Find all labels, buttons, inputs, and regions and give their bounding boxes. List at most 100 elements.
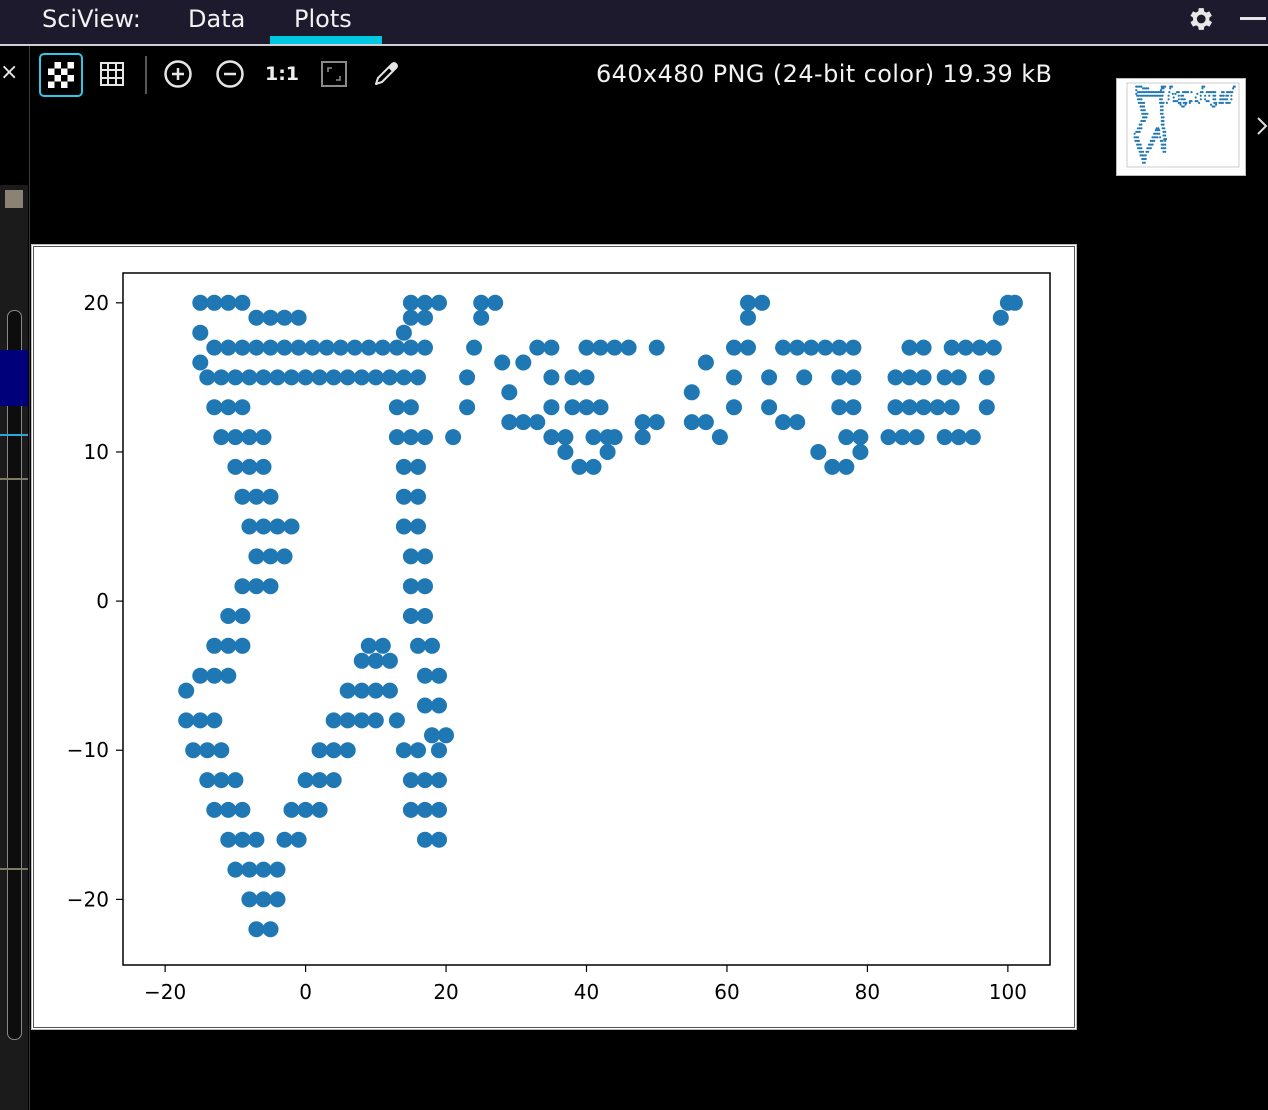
thumbnail-point — [1164, 134, 1167, 137]
thumbnail-point — [1204, 94, 1207, 97]
thumbnail-point — [1156, 129, 1159, 132]
thumbnail-point — [1141, 105, 1144, 108]
scatter-point — [417, 831, 433, 848]
scatter-point — [276, 309, 293, 326]
thumbnail-point — [1157, 91, 1160, 94]
thumbnail-point — [1176, 91, 1179, 94]
gear-icon[interactable] — [1185, 4, 1215, 34]
actual-size-button[interactable]: 1:1 — [264, 63, 300, 85]
thumbnail-point — [1135, 136, 1138, 139]
thumbnail-point — [1209, 91, 1212, 94]
thumbnail-point — [1162, 123, 1165, 126]
scatter-point — [887, 369, 904, 386]
color-swatch[interactable] — [5, 190, 23, 208]
side-divider — [0, 478, 28, 480]
scatter-point — [410, 458, 426, 475]
zoom-in-button[interactable] — [157, 53, 199, 95]
thumbnail-point — [1160, 119, 1163, 123]
thumbnail-point — [1161, 94, 1164, 97]
scatter-point — [648, 339, 665, 356]
scatter-point — [740, 294, 756, 311]
scatter-point — [206, 801, 223, 818]
side-scrollbar[interactable] — [7, 310, 22, 1040]
scatter-point — [395, 458, 412, 475]
thumbnail-point — [1170, 85, 1174, 88]
scatter-point — [571, 458, 588, 475]
scatter-point — [402, 772, 419, 789]
thumbnail-point — [1215, 101, 1218, 104]
thumbnail-point — [1220, 94, 1224, 97]
scatter-point — [220, 667, 237, 684]
transparency-checker-button[interactable] — [39, 53, 83, 97]
thumbnail-point — [1164, 147, 1167, 150]
zoom-in-icon — [164, 60, 192, 88]
scatter-point — [206, 294, 223, 311]
thumbnail-point — [1225, 94, 1228, 97]
scatter-point — [262, 309, 279, 326]
tab-plots[interactable]: Plots — [294, 5, 352, 33]
y-tick-label: 0 — [96, 589, 109, 613]
thumbnail-point — [1181, 91, 1185, 94]
scatter-point — [943, 339, 960, 356]
scatter-point — [381, 682, 398, 699]
scatter-point — [227, 861, 244, 878]
grid-icon — [100, 62, 124, 86]
thumbnail-point — [1148, 147, 1151, 150]
selected-item-highlight[interactable] — [0, 350, 28, 406]
thumbnail-point — [1142, 112, 1146, 115]
scatter-point — [831, 339, 848, 356]
thumbnail-point — [1141, 94, 1144, 97]
scatter-point — [599, 444, 616, 460]
scatter-point — [417, 339, 433, 356]
thumbnail-point — [1139, 94, 1142, 97]
zoom-out-button[interactable] — [209, 53, 251, 95]
scatter-point — [262, 548, 279, 565]
thumbnail-point — [1168, 91, 1171, 94]
thumbnail-point — [1139, 154, 1142, 157]
thumbnail-point — [1199, 91, 1202, 94]
thumbnail-point — [1230, 98, 1233, 101]
thumbnail-point — [1144, 94, 1147, 97]
thumbnail-point — [1138, 85, 1141, 88]
color-picker-button[interactable] — [365, 53, 407, 95]
scatter-point — [761, 399, 778, 416]
thumbnail-point — [1205, 100, 1208, 103]
scatter-point — [234, 831, 251, 848]
scatter-point — [943, 399, 960, 416]
tab-data[interactable]: Data — [188, 5, 246, 33]
scatter-point — [325, 369, 342, 386]
scatter-point — [901, 399, 918, 416]
fit-to-window-button[interactable] — [313, 53, 355, 95]
scatter-point — [381, 369, 398, 386]
minimize-icon[interactable] — [1240, 17, 1266, 20]
thumbnail-point — [1153, 136, 1156, 139]
thumbnail-point — [1156, 94, 1159, 97]
thumbnail-point — [1169, 85, 1172, 88]
thumbnail-point — [1162, 119, 1165, 123]
thumbnail-point — [1164, 130, 1167, 133]
scatter-point — [360, 637, 377, 654]
scatter-point — [220, 294, 237, 311]
scatter-point — [332, 339, 349, 356]
plot-thumbnail[interactable] — [1116, 78, 1246, 176]
scatter-point — [431, 697, 447, 714]
scatter-point — [395, 518, 412, 535]
thumbnail-point — [1138, 150, 1141, 153]
thumbnail-point — [1159, 89, 1162, 92]
scatter-point — [578, 339, 595, 356]
y-tick-label: 10 — [84, 440, 109, 464]
scatter-point — [915, 369, 932, 386]
thumbnail-point — [1157, 127, 1160, 130]
chevron-right-icon[interactable] — [1256, 112, 1268, 140]
thumbnail-point — [1135, 89, 1138, 92]
scatter-point — [220, 801, 237, 818]
thumbnail-point — [1182, 105, 1185, 108]
scatter-point — [402, 548, 419, 565]
scatter-point — [852, 429, 869, 446]
thumbnail-point — [1187, 91, 1190, 94]
thumbnail-point — [1226, 94, 1230, 97]
thumbnail-point — [1146, 112, 1149, 115]
thumbnail-point — [1160, 87, 1163, 90]
close-icon[interactable]: × — [0, 60, 19, 85]
pixel-grid-button[interactable] — [91, 53, 133, 95]
